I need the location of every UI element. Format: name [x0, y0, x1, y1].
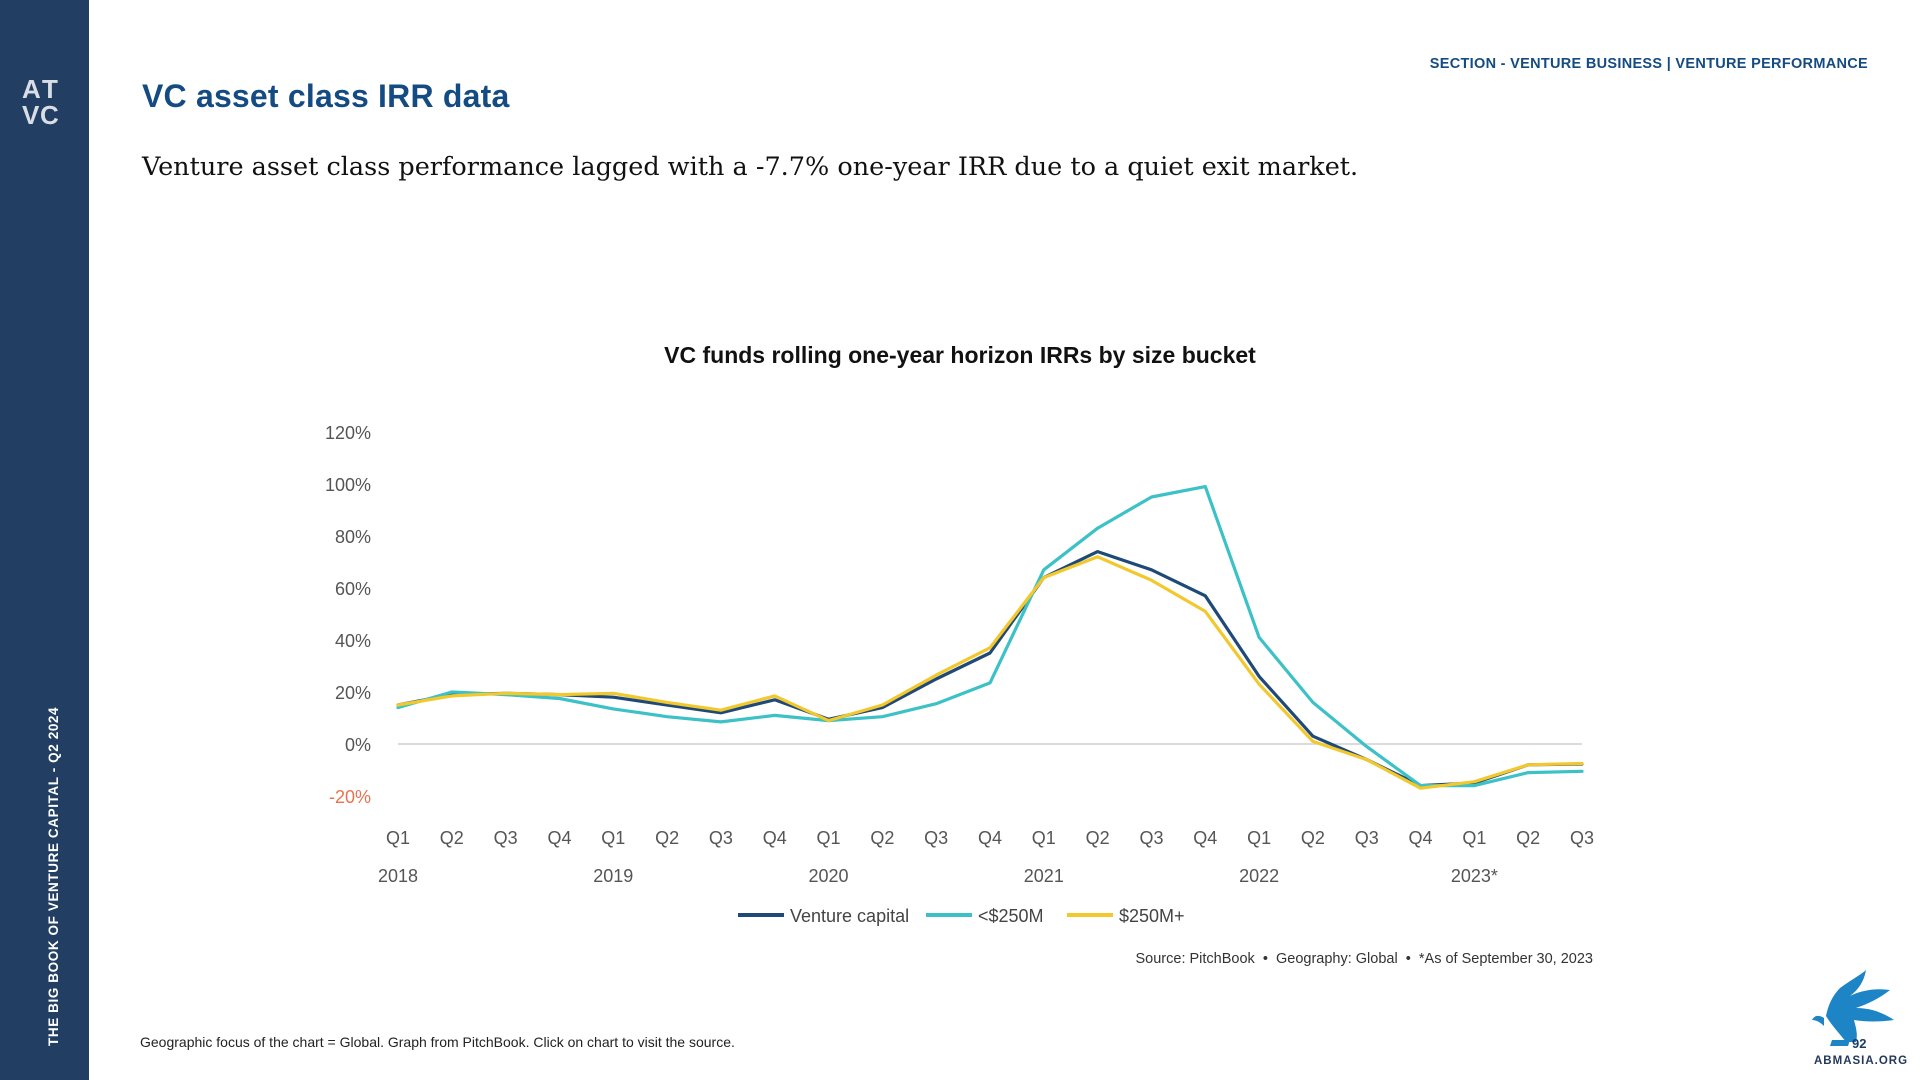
x-tick-label: Q3: [494, 828, 518, 848]
atvc-logo: A T V C: [22, 74, 59, 130]
y-tick-label: 0%: [345, 735, 371, 755]
page-number: 92: [1852, 1036, 1867, 1051]
svg-text:A: A: [22, 74, 41, 104]
x-tick-label: Q1: [1462, 828, 1486, 848]
x-tick-label: Q1: [601, 828, 625, 848]
x-tick-label: Q1: [386, 828, 410, 848]
irr-line-chart[interactable]: VC funds rolling one-year horizon IRRs b…: [0, 0, 1920, 1010]
year-label: 2021: [1024, 866, 1064, 886]
x-tick-label: Q1: [1032, 828, 1056, 848]
series-line-1: [396, 485, 1584, 788]
x-tick-label: Q4: [978, 828, 1002, 848]
legend-label: <$250M: [978, 906, 1044, 926]
x-tick-label: Q1: [1247, 828, 1271, 848]
x-tick-label: Q3: [1139, 828, 1163, 848]
y-tick-label: 40%: [335, 631, 371, 651]
bird-logo: [1812, 970, 1894, 1046]
series-line-0: [396, 549, 1584, 788]
x-tick-label: Q2: [870, 828, 894, 848]
chart-source: Source: PitchBook • Geography: Global • …: [1136, 951, 1594, 967]
x-tick-label: Q3: [1355, 828, 1379, 848]
legend-item[interactable]: $250M+: [1067, 906, 1185, 926]
svg-text:T: T: [42, 74, 58, 104]
year-label: 2023*: [1451, 866, 1498, 886]
x-tick-label: Q1: [817, 828, 841, 848]
y-tick-label: 120%: [325, 423, 371, 443]
x-tick-label: Q3: [709, 828, 733, 848]
x-tick-label: Q4: [547, 828, 571, 848]
year-label: 2022: [1239, 866, 1279, 886]
year-label: 2018: [378, 866, 418, 886]
x-tick-label: Q3: [924, 828, 948, 848]
y-tick-label: 80%: [335, 527, 371, 547]
section-breadcrumb: SECTION - VENTURE BUSINESS | VENTURE PER…: [1429, 56, 1868, 72]
x-tick-label: Q2: [1516, 828, 1540, 848]
legend-item[interactable]: <$250M: [926, 906, 1044, 926]
chart-title: VC funds rolling one-year horizon IRRs b…: [664, 342, 1256, 368]
legend-item[interactable]: Venture capital: [738, 906, 909, 926]
legend-label: $250M+: [1119, 906, 1185, 926]
svg-text:C: C: [40, 100, 59, 130]
x-tick-label: Q2: [1301, 828, 1325, 848]
x-tick-label: Q4: [1193, 828, 1217, 848]
y-tick-label: 20%: [335, 683, 371, 703]
x-tick-label: Q4: [763, 828, 787, 848]
page-title: VC asset class IRR data: [142, 78, 510, 114]
legend-label: Venture capital: [790, 906, 909, 926]
y-tick-label: -20%: [329, 787, 371, 807]
sidebar: A T V C THE BIG BOOK OF VENTURE CAPITAL …: [0, 0, 89, 1080]
svg-text:V: V: [22, 100, 40, 130]
x-tick-label: Q3: [1570, 828, 1594, 848]
page-subtitle: Venture asset class performance lagged w…: [142, 152, 1359, 182]
footnote: Geographic focus of the chart = Global. …: [140, 1034, 735, 1050]
x-tick-label: Q2: [655, 828, 679, 848]
series-line-2: [396, 555, 1584, 790]
x-tick-label: Q4: [1409, 828, 1433, 848]
year-label: 2020: [809, 866, 849, 886]
y-tick-label: 60%: [335, 579, 371, 599]
y-tick-label: 100%: [325, 475, 371, 495]
x-tick-label: Q2: [440, 828, 464, 848]
watermark-text: ABMASIA.ORG: [1814, 1055, 1909, 1067]
x-tick-label: Q2: [1086, 828, 1110, 848]
year-label: 2019: [593, 866, 633, 886]
